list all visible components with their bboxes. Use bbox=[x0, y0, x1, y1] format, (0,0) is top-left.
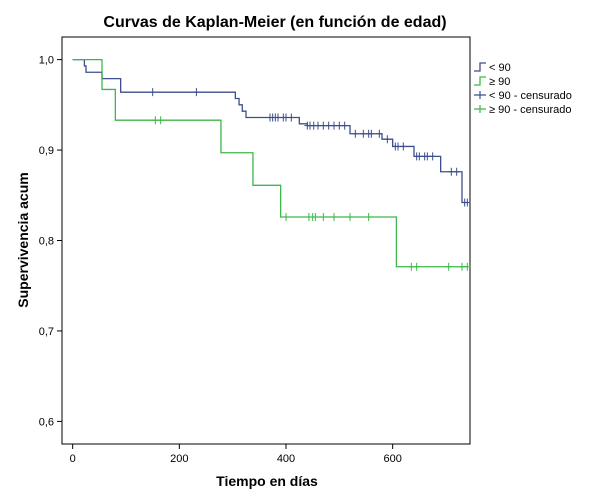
censored-mark bbox=[320, 212, 327, 221]
legend-swatch-step bbox=[474, 62, 486, 72]
y-tick-label: 0,6 bbox=[39, 416, 54, 428]
x-tick-label: 600 bbox=[383, 453, 401, 465]
censored-mark bbox=[453, 167, 460, 176]
censored-mark bbox=[336, 121, 343, 130]
censored-mark bbox=[408, 262, 415, 271]
survival-line-over-90 bbox=[72, 58, 468, 268]
legend-swatch-censored bbox=[474, 91, 486, 99]
censored-mark bbox=[149, 88, 156, 97]
censored-mark bbox=[416, 152, 423, 161]
censored-mark bbox=[347, 212, 353, 221]
x-axis-label: Tiempo en días bbox=[216, 473, 318, 489]
censored-mark bbox=[445, 262, 452, 271]
x-axis: 0 200 400 600 bbox=[70, 444, 402, 465]
censored-mark bbox=[283, 212, 289, 221]
y-tick-label: 0,8 bbox=[39, 236, 54, 248]
x-tick-label: 400 bbox=[277, 453, 295, 465]
censored-mark bbox=[315, 121, 321, 130]
x-tick-label: 0 bbox=[70, 453, 76, 465]
censored-mark bbox=[283, 113, 289, 122]
legend-label: ≥ 90 - censurado bbox=[489, 104, 571, 116]
censored-mark bbox=[152, 116, 159, 125]
censored-mark bbox=[275, 113, 281, 122]
legend-swatch-step bbox=[474, 76, 486, 86]
censored-mark bbox=[464, 198, 471, 207]
y-tick-label: 1,0 bbox=[39, 55, 54, 67]
x-tick-label: 200 bbox=[170, 453, 188, 465]
censored-mark bbox=[325, 121, 332, 130]
censored-mark bbox=[341, 121, 348, 130]
censored-mark bbox=[384, 135, 391, 144]
y-axis-label: Supervivencia acum bbox=[15, 172, 31, 307]
censored-mark bbox=[459, 262, 465, 271]
legend-label: < 90 bbox=[489, 62, 511, 74]
censored-mark bbox=[365, 212, 372, 221]
legend-label: < 90 - censurado bbox=[489, 90, 572, 102]
censored-mark bbox=[288, 113, 295, 122]
censored-mark bbox=[395, 142, 401, 151]
censored-mark bbox=[352, 129, 359, 138]
legend-label: ≥ 90 bbox=[489, 76, 510, 88]
censored-mark bbox=[312, 212, 319, 221]
survival-curves bbox=[72, 58, 471, 271]
censored-mark bbox=[157, 116, 164, 125]
censored-mark bbox=[464, 262, 471, 271]
y-axis: 0,6 0,7 0,8 0,9 1,0 bbox=[39, 55, 62, 428]
censored-mark bbox=[193, 88, 200, 97]
legend: < 90 ≥ 90 < 90 - censurado ≥ 90 - censurado bbox=[474, 62, 572, 116]
censored-mark bbox=[320, 121, 327, 130]
chart-title: Curvas de Kaplan-Meier (en función de ed… bbox=[103, 14, 446, 31]
y-tick-label: 0,7 bbox=[39, 326, 54, 338]
y-tick-label: 0,9 bbox=[39, 145, 54, 157]
censored-mark bbox=[424, 152, 431, 161]
censored-mark bbox=[360, 129, 367, 138]
censored-mark bbox=[331, 121, 337, 130]
censored-mark bbox=[448, 167, 455, 176]
plot-frame bbox=[61, 36, 471, 445]
survival-line-under-90 bbox=[72, 58, 468, 204]
legend-swatch-censored bbox=[474, 105, 486, 113]
censored-mark bbox=[331, 212, 337, 221]
censored-mark bbox=[429, 152, 436, 161]
censored-mark bbox=[400, 142, 407, 151]
censored-mark bbox=[376, 129, 383, 138]
censored-mark bbox=[413, 262, 420, 271]
censored-mark bbox=[368, 129, 375, 138]
